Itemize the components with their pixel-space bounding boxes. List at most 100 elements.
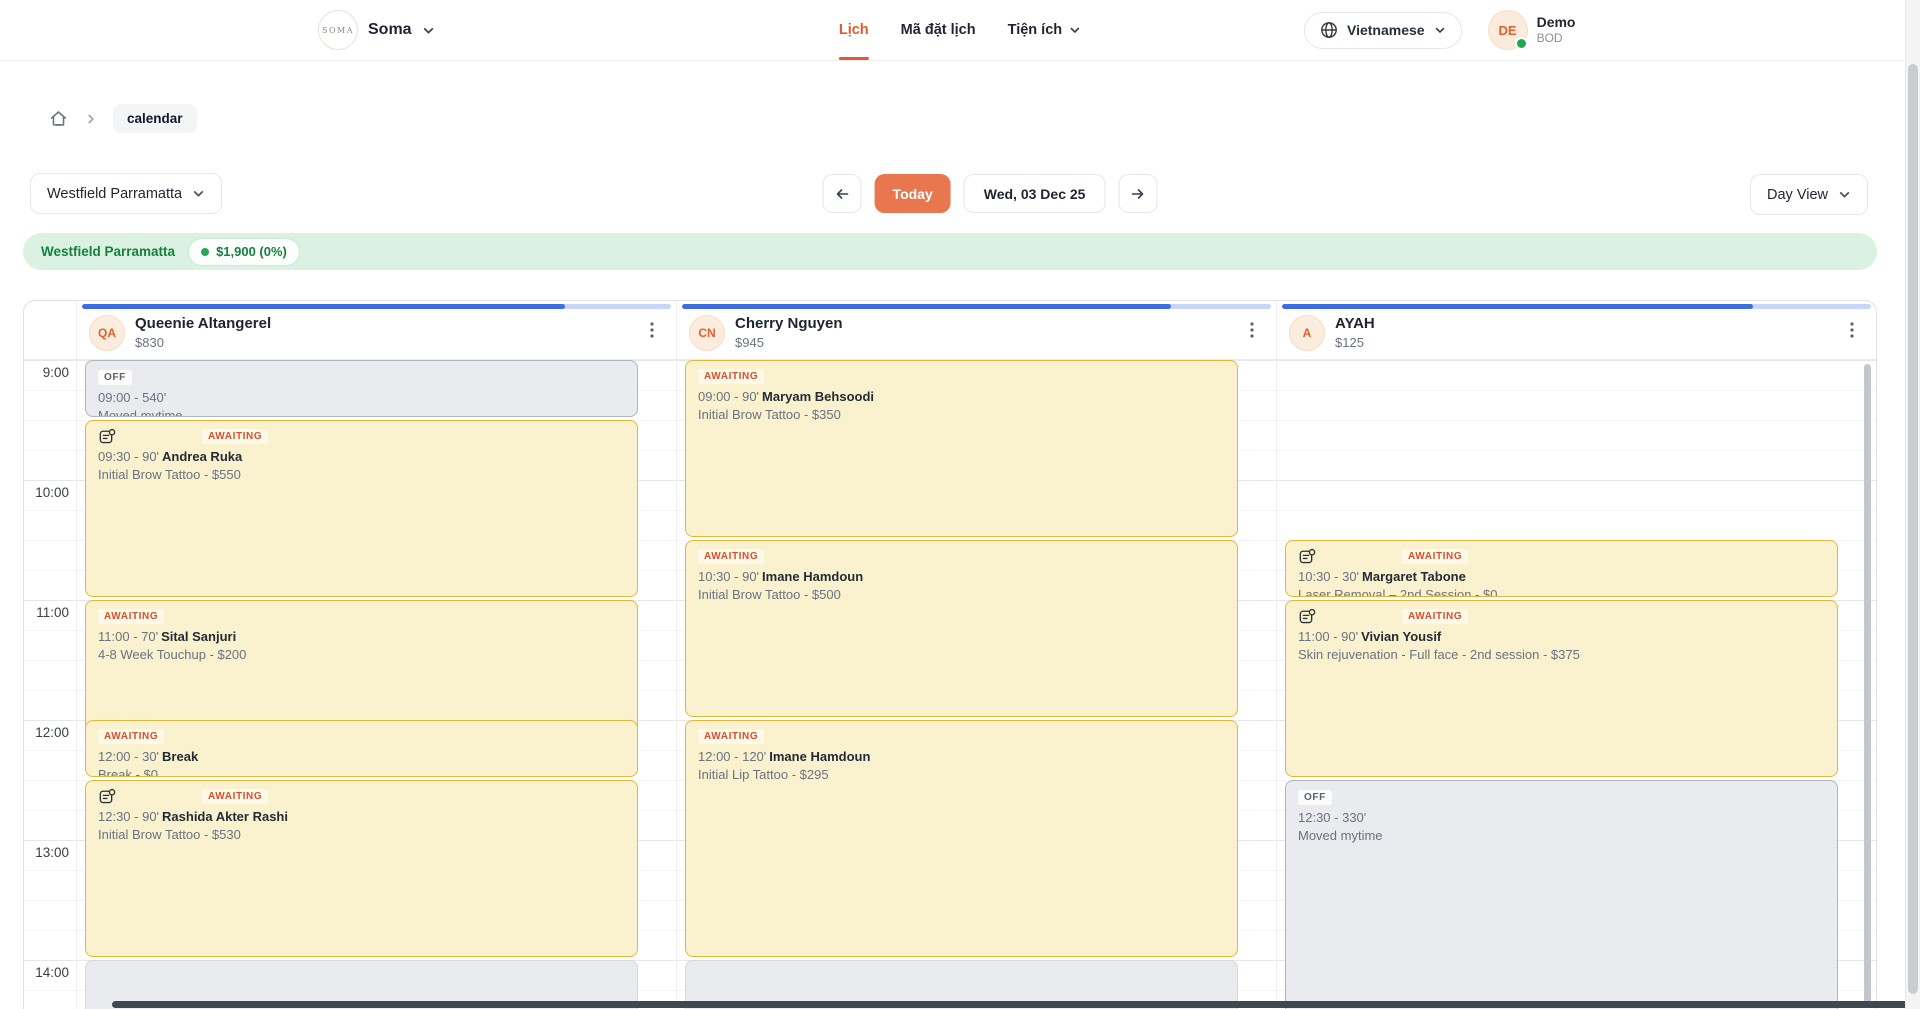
staff-column-body: OFF 09:00 - 540' Moved mytime AWAITING 0… bbox=[76, 360, 676, 1009]
arrow-right-icon bbox=[1132, 188, 1144, 199]
appointment-card[interactable]: AWAITING 12:30 - 90' Rashida Akter Rashi … bbox=[85, 780, 638, 957]
arrow-left-icon bbox=[836, 188, 848, 199]
location-label: Westfield Parramatta bbox=[47, 185, 183, 202]
off-block[interactable]: OFF 12:30 - 330' Moved mytime bbox=[1285, 780, 1838, 1009]
client-name: Imane Hamdoun bbox=[769, 749, 871, 764]
user-menu[interactable]: DE Demo BOD bbox=[1487, 10, 1575, 50]
appointment-card[interactable]: AWAITING 12:00 - 120' Imane Hamdoun Initi… bbox=[685, 720, 1238, 957]
staff-column-body: AWAITING 10:30 - 30' Margaret Tabone Lase… bbox=[1276, 360, 1876, 1009]
status-badge: AWAITING bbox=[698, 369, 765, 384]
staff-column-header: QA Queenie Altangerel $830 bbox=[76, 301, 676, 359]
today-button[interactable]: Today bbox=[874, 174, 951, 213]
client-name: Rashida Akter Rashi bbox=[162, 809, 288, 824]
form-icon bbox=[98, 788, 116, 806]
service-label: Initial Lip Tattoo - $295 bbox=[698, 767, 829, 782]
soma-logo: SOMA bbox=[318, 10, 358, 50]
prev-day-button[interactable] bbox=[822, 174, 862, 213]
nav-item[interactable]: Mã đặt lịch bbox=[901, 0, 976, 60]
column-menu-icon[interactable] bbox=[646, 318, 658, 342]
calendar-body: 9:00 10:00 11:00 12:00 13:00 14:00 OFF 09:00 … bbox=[24, 360, 1876, 1009]
appointment-card[interactable]: AWAITING 09:00 - 90' Maryam Behsoodi Init… bbox=[685, 360, 1238, 537]
nav-item[interactable]: Tiện ích bbox=[1008, 0, 1082, 60]
logo-text: SOMA bbox=[321, 25, 354, 35]
appointment-time: 10:30 - 90' bbox=[698, 569, 760, 584]
page-scrollbar-thumb[interactable] bbox=[1908, 64, 1918, 994]
home-icon[interactable] bbox=[48, 108, 69, 129]
revenue-badge: $1,900 (0%) bbox=[188, 237, 300, 266]
off-badge: OFF bbox=[98, 370, 132, 385]
language-selector[interactable]: Vietnamese bbox=[1304, 11, 1462, 49]
appointment-time: 11:00 - 70' bbox=[98, 629, 159, 644]
staff-utilization-fill bbox=[682, 304, 1171, 309]
staff-name: Cherry Nguyen bbox=[735, 315, 843, 333]
staff-utilization-bar bbox=[82, 304, 671, 309]
calendar-vertical-scrollbar[interactable] bbox=[1864, 364, 1871, 1008]
service-label: Laser Removal – 2nd Session - $0 bbox=[1298, 587, 1498, 597]
view-selector[interactable]: Day View bbox=[1750, 174, 1868, 215]
appointment-time: 12:00 - 120' bbox=[698, 749, 767, 764]
appointment-time: 10:30 - 30' bbox=[1298, 569, 1360, 584]
column-menu-icon[interactable] bbox=[1846, 318, 1858, 342]
nav-item-label: Tiện ích bbox=[1007, 22, 1063, 38]
off-badge: OFF bbox=[1298, 790, 1332, 805]
closed-hours-block bbox=[85, 960, 638, 1009]
service-label: Initial Brow Tattoo - $500 bbox=[698, 587, 841, 602]
client-name: Break bbox=[162, 749, 199, 764]
status-badge: AWAITING bbox=[1402, 549, 1469, 564]
language-label: Vietnamese bbox=[1347, 22, 1425, 38]
time-label: 11:00 bbox=[35, 603, 70, 622]
staff-avatar: QA bbox=[89, 315, 125, 351]
service-label: Initial Brow Tattoo - $530 bbox=[98, 827, 241, 842]
staff-utilization-bar bbox=[682, 304, 1271, 309]
user-initials: DE bbox=[1498, 22, 1517, 38]
off-block[interactable]: OFF 09:00 - 540' Moved mytime bbox=[85, 360, 638, 417]
appointment-card[interactable]: AWAITING 10:30 - 30' Margaret Tabone Lase… bbox=[1285, 540, 1838, 597]
staff-name: Queenie Altangerel bbox=[135, 315, 272, 333]
location-selector[interactable]: Westfield Parramatta bbox=[30, 173, 223, 214]
chevron-down-icon bbox=[1070, 27, 1080, 33]
appointment-time: 12:00 - 30' bbox=[98, 749, 160, 764]
green-dot-icon bbox=[201, 247, 210, 256]
status-badge: AWAITING bbox=[98, 729, 165, 744]
app-header: SOMA Soma Lịch Mã đặt lịch Tiện ích Viet… bbox=[0, 0, 1920, 61]
revenue-summary-banner: Westfield Parramatta $1,900 (0%) bbox=[23, 233, 1877, 270]
form-icon bbox=[1298, 608, 1316, 626]
appointment-card[interactable]: AWAITING 11:00 - 70' Sital Sanjuri 4-8 We… bbox=[85, 600, 638, 737]
client-name: Vivian Yousif bbox=[1361, 629, 1442, 644]
client-name: Maryam Behsoodi bbox=[762, 389, 875, 404]
nav-item-label: Lịch bbox=[838, 22, 869, 38]
off-note: Moved mytime bbox=[1298, 828, 1383, 843]
appointment-card[interactable]: AWAITING 11:00 - 90' Vivian Yousif Skin r… bbox=[1285, 600, 1838, 777]
client-name: Margaret Tabone bbox=[1362, 569, 1466, 584]
column-menu-icon[interactable] bbox=[1246, 318, 1258, 342]
brand-name: Soma bbox=[368, 21, 412, 38]
appointment-time: 09:00 - 90' bbox=[698, 389, 760, 404]
online-status-dot bbox=[1514, 37, 1528, 50]
globe-icon bbox=[1321, 22, 1337, 38]
appointment-card[interactable]: AWAITING 09:30 - 90' Andrea Ruka Initial … bbox=[85, 420, 638, 597]
horizontal-scrollbar[interactable] bbox=[112, 1001, 1908, 1008]
chevron-down-icon bbox=[1839, 192, 1850, 198]
brand-menu[interactable]: SOMA Soma bbox=[318, 0, 435, 60]
date-display-button[interactable]: Wed, 03 Dec 25 bbox=[963, 174, 1106, 213]
appointment-card[interactable]: AWAITING 10:30 - 90' Imane Hamdoun Initia… bbox=[685, 540, 1238, 717]
staff-initials: CN bbox=[698, 326, 716, 340]
nav-item[interactable]: Lịch bbox=[838, 0, 869, 60]
staff-utilization-fill bbox=[82, 304, 565, 309]
breadcrumb-current[interactable]: calendar bbox=[113, 104, 197, 133]
next-day-button[interactable] bbox=[1118, 174, 1158, 213]
appointment-card[interactable]: AWAITING 12:00 - 30' Break Break - $0 bbox=[85, 720, 638, 777]
columns-head: QA Queenie Altangerel $830 CN Cherry Ngu… bbox=[24, 301, 1876, 360]
toolbar: Westfield Parramatta Today Wed, 03 Dec 2… bbox=[0, 173, 1920, 215]
breadcrumb: calendar bbox=[48, 104, 197, 133]
gutter-head bbox=[24, 301, 76, 359]
time-label: 9:00 bbox=[41, 363, 70, 382]
page-scrollbar-track[interactable] bbox=[1905, 0, 1920, 1009]
closed-hours-block bbox=[685, 960, 1238, 1009]
staff-initials: QA bbox=[98, 326, 116, 340]
off-time: 09:00 - 540' bbox=[98, 390, 167, 405]
staff-initials: A bbox=[1302, 326, 1312, 340]
chevron-down-icon bbox=[193, 191, 204, 197]
service-label: Break - $0 bbox=[98, 767, 158, 777]
